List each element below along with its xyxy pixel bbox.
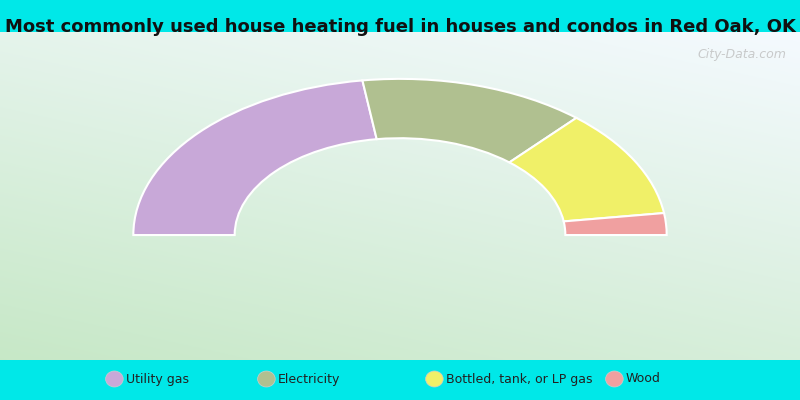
- Text: Bottled, tank, or LP gas: Bottled, tank, or LP gas: [446, 372, 592, 386]
- Ellipse shape: [106, 371, 123, 387]
- Wedge shape: [362, 79, 576, 162]
- Wedge shape: [510, 118, 664, 222]
- Wedge shape: [564, 213, 666, 235]
- Ellipse shape: [426, 371, 443, 387]
- Text: City-Data.com: City-Data.com: [698, 48, 786, 61]
- Wedge shape: [134, 80, 377, 235]
- Text: Electricity: Electricity: [278, 372, 340, 386]
- Text: Most commonly used house heating fuel in houses and condos in Red Oak, OK: Most commonly used house heating fuel in…: [5, 18, 795, 36]
- Text: Utility gas: Utility gas: [126, 372, 189, 386]
- Ellipse shape: [606, 371, 623, 387]
- Text: Wood: Wood: [626, 372, 661, 386]
- Ellipse shape: [258, 371, 275, 387]
